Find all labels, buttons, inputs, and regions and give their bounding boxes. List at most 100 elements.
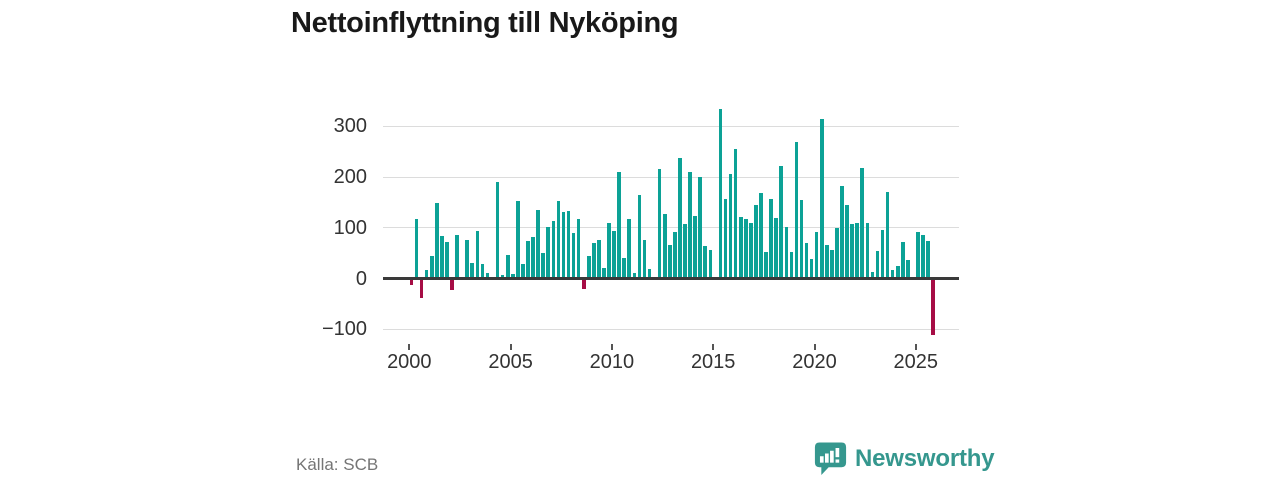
bar-2020-q3 — [825, 244, 829, 279]
x-axis-line — [383, 277, 959, 280]
bar-2022-q1 — [855, 222, 859, 279]
bar-2008-q2 — [576, 219, 581, 279]
bar-2024-q3 — [906, 259, 910, 279]
bar-2025-q1 — [916, 231, 920, 279]
bar-2009-q2 — [597, 239, 601, 279]
bar-2019-q1 — [794, 142, 799, 279]
bar-2006-q2 — [536, 210, 540, 279]
bar-2018-q4 — [789, 252, 794, 279]
bar-2016-q2 — [738, 216, 743, 279]
bar-2013-q4 — [688, 171, 692, 279]
bar-2022-q2 — [860, 167, 865, 279]
bar-2009-q1 — [592, 243, 596, 279]
bar-2005-q1 — [511, 274, 515, 279]
bar-2001-q2 — [435, 203, 439, 279]
bar-2007-q1 — [551, 220, 556, 279]
gridline--100 — [383, 328, 959, 330]
bar-2014-q4 — [708, 249, 713, 279]
bar-2000-q3 — [419, 278, 424, 298]
bar-2008-q4 — [586, 256, 591, 279]
y-axis-label-200: 200 — [333, 166, 367, 189]
bar-2010-q4 — [627, 219, 632, 279]
bar-2017-q4 — [769, 199, 773, 279]
bar-2014-q1 — [693, 216, 697, 279]
bar-2016-q4 — [749, 223, 753, 279]
bar-2008-q3 — [581, 278, 586, 289]
y-axis-label-100: 100 — [333, 216, 367, 239]
y-axis-label-300: 300 — [333, 115, 367, 138]
bar-2007-q2 — [556, 200, 561, 279]
bar-2008-q1 — [571, 232, 576, 279]
bar-2017-q2 — [759, 192, 763, 279]
bar-2009-q4 — [607, 223, 611, 279]
bar-2019-q2 — [799, 199, 804, 279]
x-axis-label-2010: 2010 — [589, 351, 635, 373]
bar-2010-q3 — [622, 258, 627, 279]
bar-2025-q2 — [921, 235, 925, 279]
bar-2002-q2 — [455, 235, 459, 279]
bar-2004-q3 — [500, 275, 505, 279]
y-axis-label-0: 0 — [355, 267, 367, 290]
bar-2000-q2 — [414, 218, 419, 279]
x-axis-label-2000: 2000 — [387, 351, 432, 373]
bar-2003-q1 — [470, 263, 475, 279]
bar-2019-q3 — [804, 243, 809, 279]
bar-2025-q4 — [931, 278, 935, 336]
bar-2007-q4 — [566, 211, 571, 279]
bar-2018-q1 — [774, 217, 778, 279]
bar-2018-q2 — [779, 166, 784, 279]
bar-2004-q2 — [495, 182, 500, 279]
bar-2020-q4 — [830, 250, 834, 279]
gridline-300 — [383, 125, 959, 127]
bar-2005-q4 — [526, 241, 530, 279]
bar-2024-q1 — [895, 265, 900, 279]
bar-2016-q1 — [733, 149, 738, 279]
bar-2023-q2 — [880, 230, 885, 279]
x-axis-label-2020: 2020 — [792, 351, 837, 373]
x-tick-2025 — [914, 344, 917, 350]
bar-2020-q1 — [814, 231, 819, 279]
bar-2009-q3 — [602, 267, 606, 279]
bar-2010-q1 — [612, 231, 616, 279]
bar-2021-q4 — [850, 223, 854, 279]
bar-2000-q4 — [424, 270, 429, 279]
bar-2001-q1 — [429, 255, 434, 279]
bar-2011-q3 — [642, 240, 647, 279]
x-tick-2020 — [813, 344, 816, 350]
bar-2016-q3 — [743, 219, 748, 279]
bar-2004-q4 — [505, 255, 510, 279]
bar-2024-q2 — [901, 241, 905, 279]
gridline-200 — [383, 176, 959, 178]
bar-2005-q3 — [521, 264, 525, 279]
bar-2017-q3 — [764, 252, 768, 279]
bar-2020-q2 — [819, 118, 824, 279]
x-tick-2005 — [509, 344, 512, 350]
bar-2003-q4 — [485, 272, 490, 279]
bar-2025-q3 — [926, 240, 930, 279]
bar-2014-q3 — [703, 245, 708, 279]
newsworthy-wordmark: Newsworthy — [855, 445, 995, 472]
bar-2015-q3 — [723, 199, 728, 279]
bar-chart-plot-area: 2000 2005 2010 2015 2020 2025 — [383, 100, 960, 390]
bar-2002-q1 — [450, 278, 454, 291]
bar-2019-q4 — [809, 259, 814, 279]
bar-2014-q2 — [698, 177, 702, 279]
chart-title: Nettoinflyttning till Nyköping — [291, 7, 679, 39]
y-axis-label--100: −100 — [321, 318, 367, 341]
bar-2006-q4 — [546, 227, 551, 279]
bar-2007-q3 — [561, 211, 566, 279]
newsworthy-bubble-chart-icon — [814, 442, 847, 476]
bar-2011-q4 — [647, 269, 652, 279]
bar-2003-q2 — [475, 230, 480, 279]
bar-2013-q1 — [673, 232, 677, 279]
newsworthy-logo[interactable]: Newsworthy — [814, 441, 995, 477]
bar-2023-q3 — [885, 192, 890, 279]
bar-2013-q2 — [678, 158, 682, 279]
bar-2012-q3 — [662, 213, 667, 279]
bar-2015-q2 — [718, 108, 723, 279]
bar-2022-q4 — [870, 272, 875, 279]
bar-2001-q3 — [440, 235, 444, 279]
bar-2010-q2 — [617, 172, 621, 279]
gridline-100 — [383, 227, 959, 229]
